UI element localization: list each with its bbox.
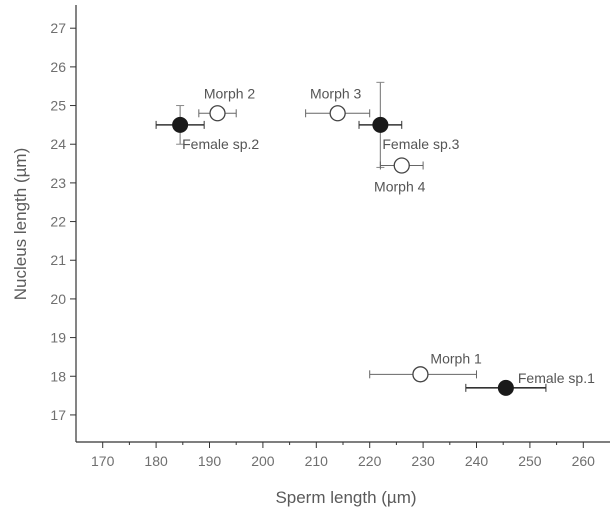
morph-4-marker [393,157,410,174]
x-tick-label: 250 [518,453,542,469]
x-tick-label: 200 [251,453,275,469]
y-tick-label: 18 [50,368,66,384]
y-axis-title: Nucleus length (µm) [11,148,30,300]
y-tick-label: 21 [50,252,66,268]
x-tick-label: 240 [465,453,489,469]
y-tick-label: 20 [50,291,66,307]
data-markers [172,105,514,396]
morph-1-marker [412,366,429,383]
y-tick-label: 26 [50,59,66,75]
morph-3-label: Morph 3 [310,85,362,101]
morph-4-label: Morph 4 [374,178,426,194]
y-tick-label: 17 [50,407,66,423]
x-tick-label: 210 [305,453,329,469]
female-sp-3-label: Female sp.3 [382,136,459,152]
morph-2-marker [209,105,226,122]
y-tick-label: 23 [50,175,66,191]
morph-3-marker [329,105,346,122]
x-axis-title: Sperm length (µm) [275,488,416,507]
x-tick-label: 220 [358,453,382,469]
y-tick-label: 24 [50,136,66,152]
x-tick-label: 170 [91,453,115,469]
morph-2-label: Morph 2 [204,85,256,101]
y-tick-label: 22 [50,214,66,230]
female-sp-1-marker [497,379,514,396]
x-tick-label: 230 [411,453,435,469]
morph-1-label: Morph 1 [430,350,482,366]
female-sp-3-marker [372,116,389,133]
y-tick-label: 19 [50,330,66,346]
x-tick-label: 180 [144,453,168,469]
female-sp-2-label: Female sp.2 [182,136,259,152]
y-tick-label: 25 [50,98,66,114]
y-axis-ticks: 17 18 19 20 21 22 23 24 25 26 27 [50,20,76,423]
x-tick-label: 260 [572,453,596,469]
x-axis-ticks: 170 180 190 200 210 220 230 240 250 260 [91,442,595,469]
female-sp-1-label: Female sp.1 [518,370,595,386]
female-sp-2-marker [172,116,189,133]
point-labels: Female sp.1 Female sp.2 Female sp.3 Morph 1… [182,85,595,386]
y-tick-label: 27 [50,20,66,36]
x-tick-label: 190 [198,453,222,469]
error-bars [155,81,547,392]
